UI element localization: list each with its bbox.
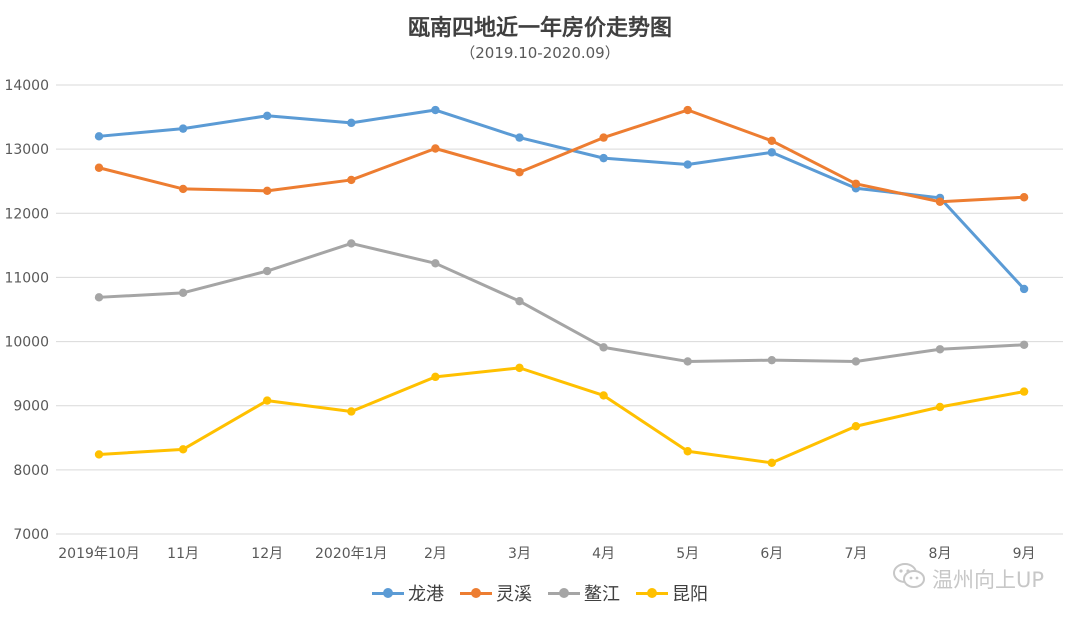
y-tick-label: 9000	[13, 399, 49, 415]
legend-swatch	[372, 586, 404, 600]
y-tick-label: 14000	[4, 78, 49, 94]
series-2	[94, 105, 1029, 206]
data-point	[263, 186, 272, 196]
legend-swatch	[460, 586, 492, 600]
data-point	[935, 345, 945, 354]
y-tick-label: 13000	[4, 142, 49, 158]
data-point	[683, 160, 692, 169]
data-point	[767, 458, 776, 468]
legend-item: 昆阳	[636, 580, 708, 606]
x-tick-label: 7月	[844, 546, 867, 562]
data-point	[599, 391, 608, 400]
legend-item: 鳌江	[548, 580, 620, 606]
data-point	[935, 402, 945, 412]
wechat-icon	[892, 562, 926, 595]
x-tick-label: 11月	[167, 546, 199, 562]
legend-label: 龙港	[408, 584, 444, 605]
data-point	[347, 175, 356, 185]
x-tick-label: 9月	[1013, 546, 1036, 562]
data-point	[431, 259, 440, 268]
data-point	[178, 124, 188, 133]
data-point	[178, 445, 188, 454]
data-point	[599, 133, 608, 142]
data-point	[1019, 193, 1029, 202]
data-point	[683, 105, 692, 115]
legend-item: 灵溪	[460, 580, 532, 606]
x-tick-label: 5月	[676, 546, 699, 562]
y-tick-label: 10000	[4, 335, 49, 351]
series-line	[97, 108, 1026, 291]
data-point	[851, 422, 861, 431]
series-line	[97, 366, 1026, 465]
x-tick-label: 12月	[251, 546, 283, 562]
data-point	[94, 132, 104, 141]
data-point	[431, 105, 440, 115]
watermark-text: 温州向上UP	[931, 567, 1044, 592]
data-point	[599, 153, 608, 163]
legend-swatch	[548, 586, 580, 600]
data-point	[431, 144, 440, 153]
gridlines	[56, 84, 1063, 535]
data-point	[599, 343, 608, 352]
data-point	[94, 450, 104, 459]
chart-title: 瓯南四地近一年房价走势图	[407, 16, 672, 41]
data-point	[263, 111, 272, 120]
legend-label: 昆阳	[672, 584, 708, 605]
x-tick-label: 3月	[508, 546, 531, 562]
series-group	[94, 105, 1029, 468]
data-point	[431, 372, 440, 382]
x-tick-label: 2020年1月	[315, 546, 388, 562]
data-point	[515, 363, 524, 373]
data-point	[347, 407, 356, 416]
data-point	[515, 133, 524, 142]
data-point	[683, 447, 692, 456]
legend: 龙港 灵溪 鳌江 昆阳	[0, 580, 1080, 606]
data-point	[515, 296, 524, 306]
data-point	[347, 239, 356, 248]
data-point	[851, 357, 861, 366]
y-axis-ticks: 7000 8000 9000 10000 11000 12000 13000 14000	[4, 78, 49, 543]
data-point	[263, 396, 272, 405]
y-tick-label: 8000	[13, 463, 49, 479]
x-tick-label: 4月	[592, 546, 615, 562]
x-tick-label: 8月	[929, 546, 952, 562]
data-point	[94, 163, 104, 172]
data-point	[178, 288, 188, 298]
chart-subtitle: （2019.10-2020.09）	[460, 44, 620, 62]
x-tick-label: 2月	[424, 546, 447, 562]
legend-item: 龙港	[372, 580, 444, 606]
data-point	[767, 136, 776, 146]
data-point	[1019, 340, 1029, 349]
data-point	[178, 184, 188, 194]
data-point	[1019, 387, 1029, 396]
legend-label: 灵溪	[496, 584, 532, 605]
series-3	[94, 239, 1029, 366]
series-1	[94, 105, 1029, 294]
data-point	[94, 293, 104, 302]
data-point	[347, 118, 356, 128]
series-line	[97, 241, 1026, 363]
legend-swatch	[636, 586, 668, 600]
data-point	[851, 179, 861, 188]
data-point	[767, 148, 776, 157]
data-point	[515, 168, 524, 177]
x-tick-label: 6月	[760, 546, 783, 562]
series-4	[94, 363, 1029, 468]
series-line	[97, 108, 1026, 204]
data-point	[263, 266, 272, 276]
y-tick-label: 7000	[13, 527, 49, 543]
legend-label: 鳌江	[584, 584, 620, 605]
data-point	[683, 357, 692, 366]
data-point	[935, 197, 945, 206]
data-point	[767, 355, 776, 365]
watermark: 温州向上UP	[892, 562, 1044, 595]
y-tick-label: 12000	[4, 206, 49, 222]
y-tick-label: 11000	[4, 270, 49, 286]
x-tick-label: 2019年10月	[58, 546, 139, 562]
data-point	[1019, 284, 1029, 294]
x-axis-ticks: 2019年10月 11月 12月 2020年1月 2月 3月 4月 5月 6月 7月 8月 9月	[58, 546, 1035, 562]
